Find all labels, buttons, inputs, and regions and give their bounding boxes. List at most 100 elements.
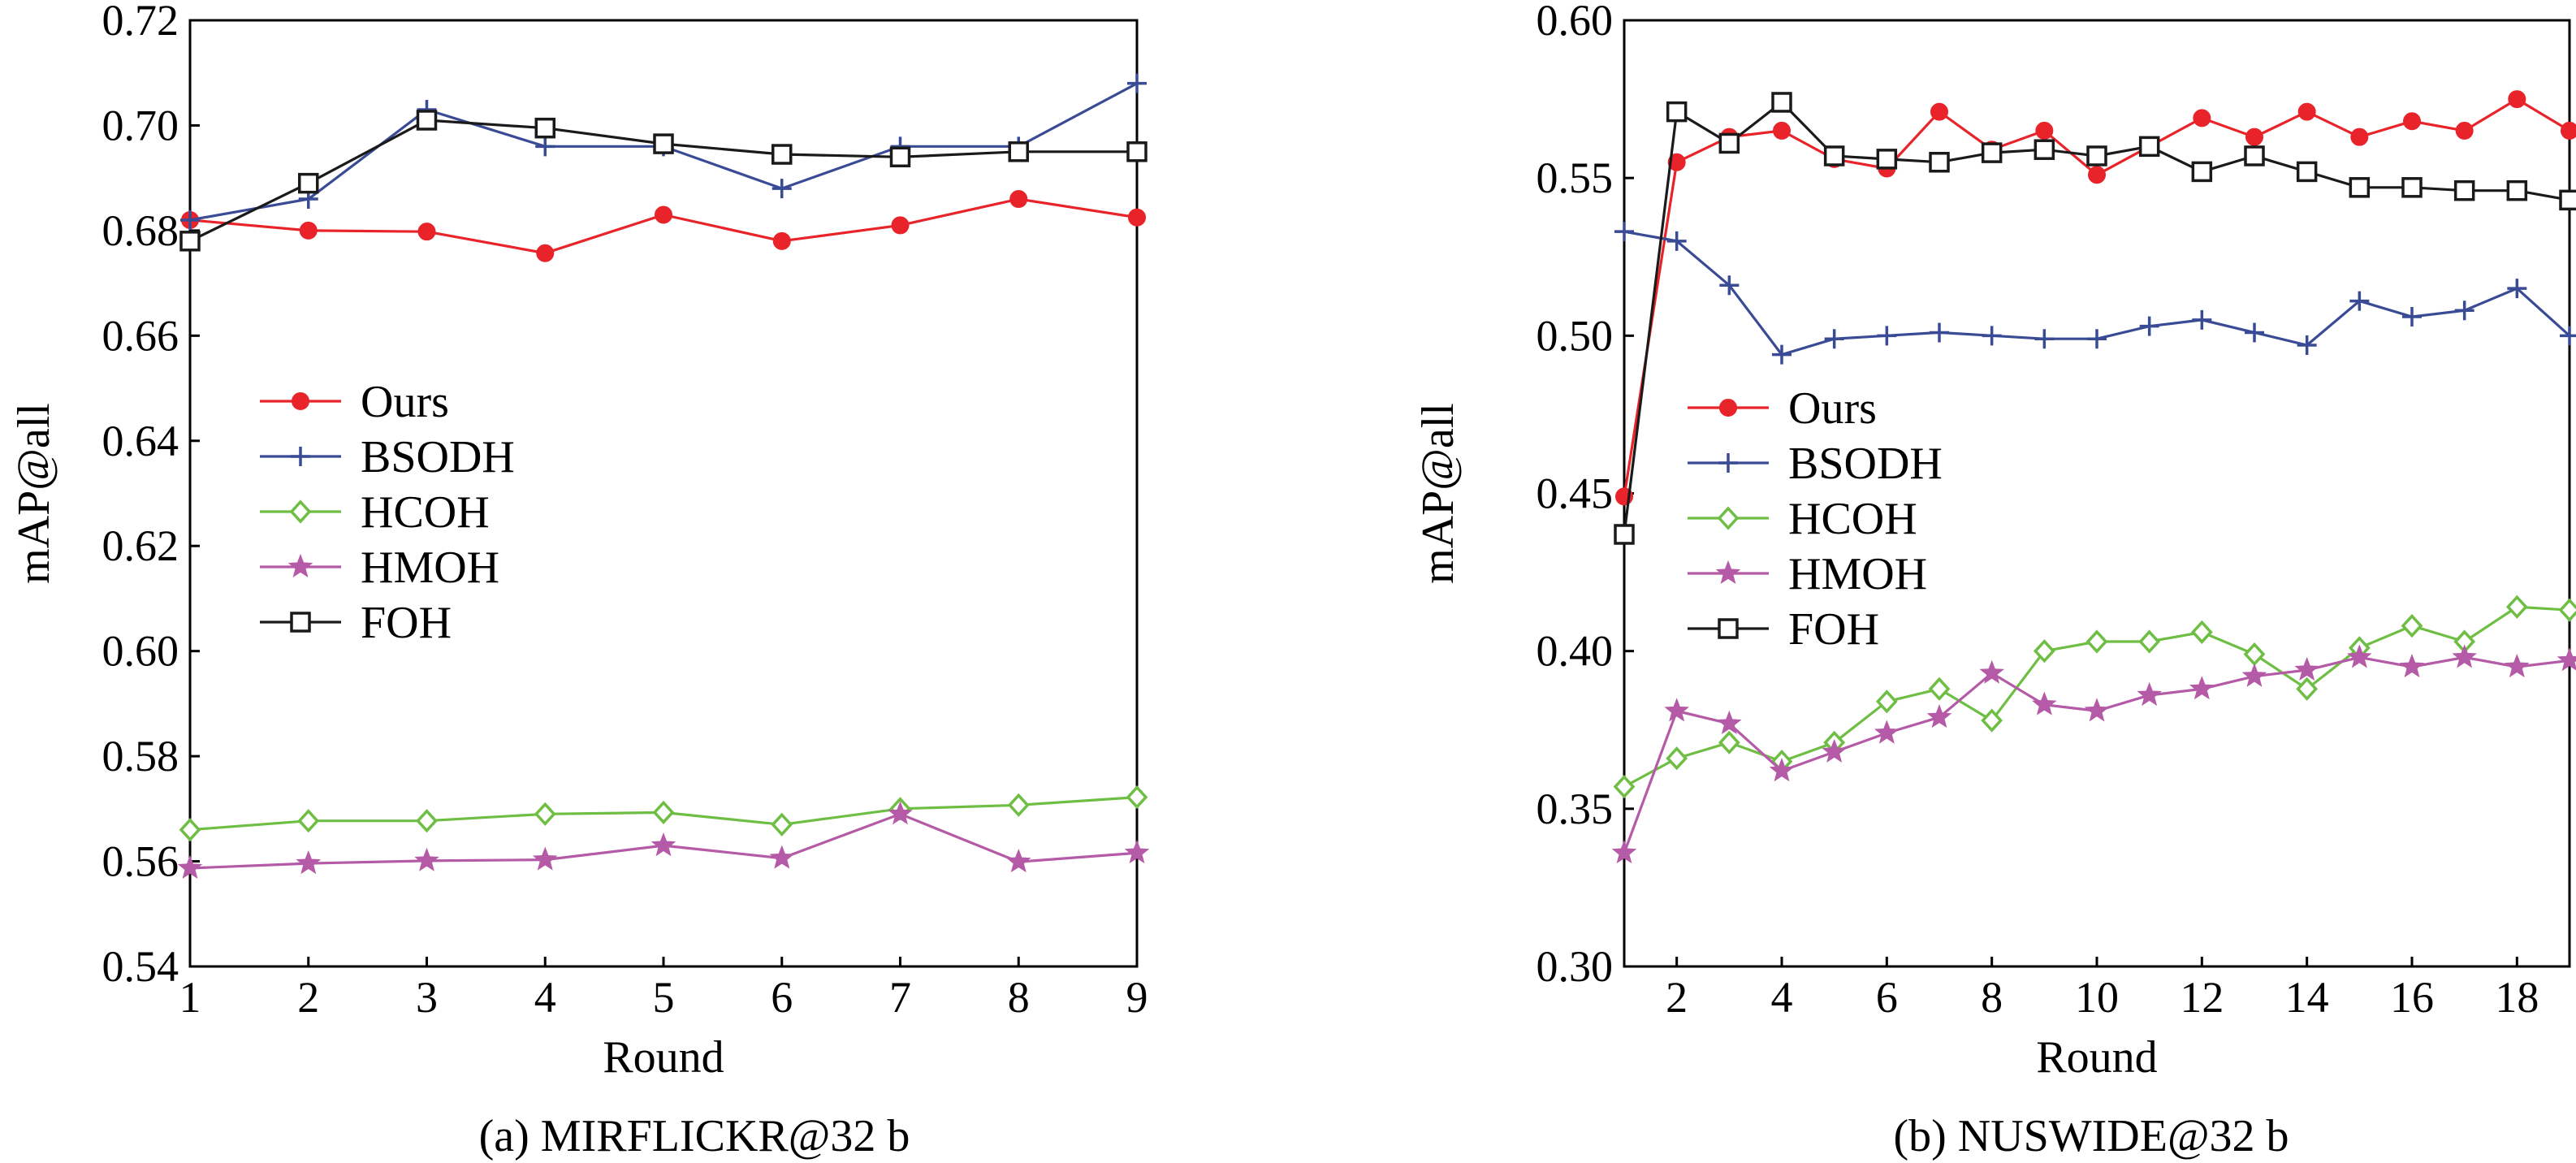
data-point-foh [889, 146, 911, 168]
x-tick-label: 4 [534, 973, 556, 1022]
data-point-foh [1718, 132, 1740, 154]
data-point-foh [2296, 161, 2318, 183]
y-tick-label: 0.30 [1537, 942, 1614, 991]
data-point-bsodh [2560, 326, 2576, 346]
data-point-bsodh [2139, 316, 2159, 336]
legend-marker-foh [290, 612, 311, 633]
y-tick-label: 0.40 [1537, 627, 1614, 676]
data-point-foh [1614, 524, 1635, 545]
y-axis-label: mAP@all [1413, 403, 1463, 584]
data-point-bsodh [1719, 275, 1740, 296]
data-point-hmoh [1124, 840, 1150, 864]
data-point-hmoh [1874, 720, 1900, 744]
data-point-ours [1930, 102, 1948, 121]
data-point-ours [1009, 190, 1028, 209]
data-point-bsodh [535, 136, 555, 157]
data-point-bsodh [2349, 291, 2370, 311]
data-point-foh [1876, 149, 1898, 170]
x-tick-label: 2 [1666, 973, 1688, 1022]
data-point-hmoh [532, 846, 558, 871]
data-point-hcoh [179, 818, 201, 842]
data-point-ours [772, 231, 791, 250]
data-point-bsodh [1930, 322, 1949, 343]
data-point-foh [2401, 177, 2423, 198]
plot-frame [188, 19, 1139, 968]
data-point-bsodh [1877, 326, 1897, 346]
x-tick-label: 6 [1876, 973, 1898, 1022]
x-tick-label: 6 [771, 973, 793, 1022]
x-tick-label: 5 [653, 973, 675, 1022]
data-point-ours [2455, 121, 2474, 140]
data-point-hcoh [2085, 629, 2108, 654]
data-point-ours [1667, 153, 1686, 171]
data-point-ours [2508, 90, 2526, 109]
data-point-hcoh [2243, 642, 2266, 667]
data-point-hmoh [1717, 710, 1742, 734]
legend-label-ours: Ours [1788, 383, 1877, 434]
data-point-foh [1771, 92, 1792, 113]
data-point-bsodh [1614, 222, 1634, 242]
legend-label-hmoh: HMOH [1788, 549, 1927, 599]
x-tick-label: 7 [889, 973, 911, 1022]
data-point-hcoh [2033, 639, 2055, 664]
x-tick-label: 16 [2390, 973, 2434, 1022]
series-hcoh [1613, 594, 2576, 799]
data-point-hmoh [2399, 654, 2425, 678]
data-point-hcoh [652, 800, 675, 824]
data-point-ours [2350, 128, 2369, 146]
data-point-hmoh [2294, 656, 2319, 681]
data-point-hcoh [534, 802, 556, 826]
data-point-foh [2244, 145, 2265, 166]
data-point-foh [179, 231, 201, 252]
data-point-hcoh [416, 809, 438, 833]
data-point-ours [1773, 121, 1791, 140]
legend-label-hmoh: HMOH [361, 543, 499, 593]
data-point-hmoh [2241, 663, 2267, 687]
data-point-hcoh [2558, 598, 2576, 622]
x-axis-label: Round [2036, 1032, 2157, 1083]
data-point-bsodh [2192, 309, 2212, 330]
y-tick-label: 0.54 [102, 942, 179, 991]
data-point-foh [298, 172, 319, 194]
data-point-bsodh [2087, 329, 2107, 349]
data-point-bsodh [2297, 335, 2317, 355]
data-point-hmoh [2347, 644, 2372, 668]
data-point-hcoh [1981, 708, 2003, 733]
series-foh [1614, 92, 2576, 545]
data-point-hmoh [2032, 691, 2057, 716]
series-foh [179, 110, 1148, 252]
data-point-hmoh [650, 832, 676, 857]
data-point-foh [2138, 136, 2160, 158]
data-point-hcoh [2505, 594, 2528, 619]
data-point-hcoh [1007, 793, 1030, 817]
legend-label-hcoh: HCOH [361, 487, 490, 538]
legend-marker-hcoh [1717, 506, 1740, 530]
data-point-foh [2191, 161, 2213, 183]
data-point-hmoh [296, 850, 322, 875]
data-point-hcoh [2401, 614, 2423, 638]
data-point-foh [1666, 101, 1688, 123]
data-point-bsodh [2507, 279, 2527, 299]
data-point-foh [2453, 179, 2475, 201]
data-point-ours [299, 221, 318, 240]
data-point-hmoh [1822, 738, 1847, 763]
legend-marker-hmoh [1715, 560, 1741, 584]
series-hmoh [177, 801, 1150, 879]
data-point-hmoh [1005, 849, 1031, 873]
data-point-ours [2403, 112, 2421, 131]
legend-marker-bsodh [1718, 453, 1738, 473]
x-tick-label: 9 [1126, 973, 1148, 1022]
data-point-bsodh [1666, 231, 1687, 251]
data-point-bsodh [1824, 329, 1844, 349]
x-tick-label: 2 [297, 973, 319, 1022]
data-point-foh [1929, 152, 1950, 173]
data-point-foh [2034, 139, 2055, 160]
y-tick-label: 0.50 [1537, 311, 1614, 360]
chart-panel-mirflickr: 0.54 0.56 0.58 0.60 0.62 0.64 0.66 0.68 0.70 0.72… [9, 0, 1150, 1161]
data-point-hmoh [2084, 698, 2110, 722]
data-point-hmoh [1664, 698, 1689, 722]
y-tick-label: 0.60 [102, 627, 179, 676]
x-tick-label: 14 [2285, 973, 2329, 1022]
